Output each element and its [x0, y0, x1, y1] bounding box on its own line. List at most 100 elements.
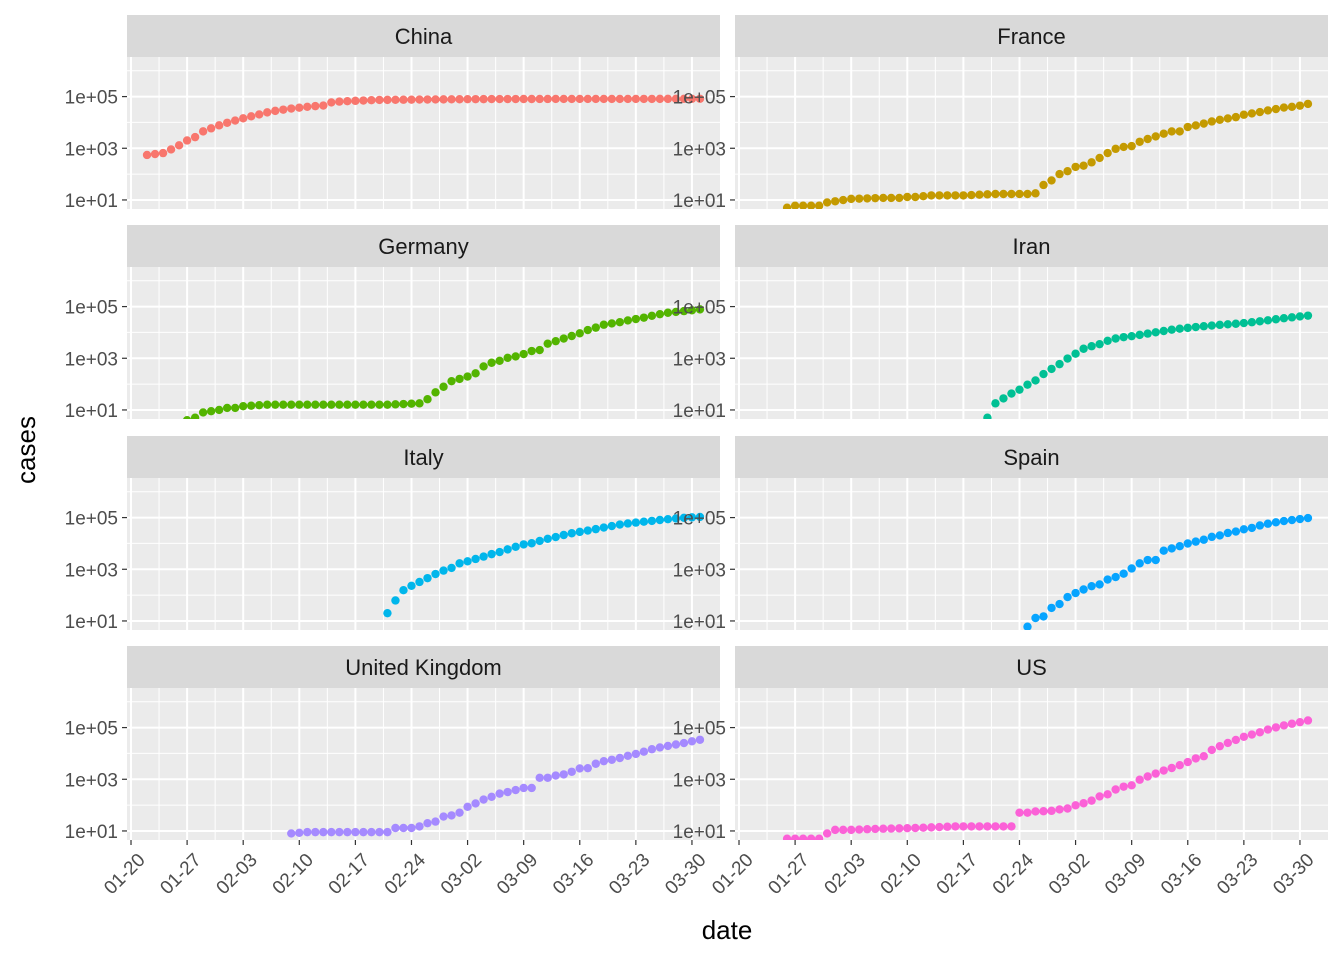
data-point [903, 192, 912, 202]
data-point [1231, 527, 1241, 536]
y-tick-label: 1e+01 [65, 612, 118, 633]
data-point [1111, 144, 1120, 154]
data-point [1263, 725, 1273, 734]
data-point [271, 630, 279, 638]
data-point [1231, 319, 1241, 328]
data-point [295, 828, 304, 837]
data-point [1015, 808, 1024, 817]
data-point [503, 545, 512, 554]
x-tick-label: 03-02 [1045, 850, 1094, 899]
facet-strip-label: China [395, 24, 453, 49]
data-point [798, 834, 808, 840]
x-tick-label: 02-17 [325, 850, 374, 899]
data-point [567, 94, 576, 104]
gridlines [127, 57, 720, 209]
data-point [271, 106, 280, 116]
data-point [623, 316, 633, 325]
data-point [1087, 796, 1096, 805]
facet-strip-label: United Kingdom [345, 655, 502, 680]
data-point [1151, 132, 1160, 141]
data-point [1191, 754, 1200, 763]
data-point [1223, 738, 1233, 748]
data-point [279, 630, 287, 638]
data-point [830, 197, 840, 206]
data-point [1151, 769, 1160, 778]
data-point [935, 191, 944, 200]
data-point [1127, 331, 1136, 341]
data-point [935, 822, 944, 832]
data-point [303, 102, 312, 112]
data-point [279, 400, 288, 409]
data-point [391, 95, 400, 105]
data-point [782, 834, 792, 840]
gridlines [127, 267, 720, 419]
data-point [671, 307, 681, 317]
data-point [1103, 790, 1112, 799]
data-point [375, 400, 384, 409]
data-point [871, 193, 880, 203]
data-point [391, 596, 400, 605]
x-tick-label: 02-17 [933, 850, 982, 899]
data-point [1047, 364, 1056, 374]
series-spain [911, 513, 1313, 643]
data-point [1055, 599, 1064, 609]
data-point [1071, 588, 1080, 598]
facet-strip [127, 15, 720, 57]
series-france [782, 99, 1313, 209]
data-point [375, 630, 383, 638]
data-point [238, 401, 248, 411]
data-point [319, 630, 327, 638]
data-point [1055, 169, 1064, 179]
data-point [679, 94, 689, 104]
data-point [1079, 344, 1088, 353]
data-point [367, 630, 375, 638]
data-point [919, 192, 928, 201]
x-tick-label: 02-24 [381, 849, 431, 899]
y-tick-label: 1e+03 [673, 349, 726, 370]
data-point [655, 743, 665, 752]
data-point [887, 824, 896, 833]
facet-strip-label: Italy [403, 445, 443, 470]
gridlines [735, 57, 1328, 209]
facet-strip-label: France [997, 24, 1065, 49]
y-tick-label: 1e+03 [65, 770, 118, 791]
data-point [623, 94, 633, 104]
data-point [311, 101, 320, 111]
data-point [591, 94, 600, 104]
y-tick-label: 1e+01 [65, 401, 118, 422]
data-point [1271, 315, 1281, 324]
data-point [1143, 329, 1152, 338]
data-point [1159, 326, 1168, 336]
data-point [591, 524, 600, 534]
data-point [911, 192, 920, 202]
data-point [263, 400, 272, 409]
facet-italy: Italy 1e+01 1e+03 1e+05 [65, 436, 720, 638]
data-point [822, 829, 832, 838]
data-point [911, 635, 919, 643]
data-point [1199, 322, 1208, 331]
data-point [1023, 808, 1032, 817]
data-point [1167, 127, 1176, 136]
data-point [559, 770, 568, 779]
data-point [607, 94, 617, 104]
data-point [487, 358, 496, 367]
facet-strip [127, 436, 720, 478]
data-point [487, 94, 496, 104]
facet-us: US 1e+01 1e+03 1e+05 [673, 646, 1328, 843]
data-point [1119, 782, 1128, 791]
data-point [351, 96, 360, 106]
data-point [1215, 531, 1225, 540]
data-point [1151, 555, 1160, 565]
data-point [983, 822, 992, 831]
y-tick-label: 1e+05 [65, 719, 118, 740]
data-point [151, 860, 159, 868]
data-point [1047, 176, 1056, 185]
data-point [1119, 332, 1128, 342]
data-point [943, 191, 952, 200]
facet-spain: Spain 1e+01 1e+03 1e+05 [673, 436, 1328, 643]
data-point [575, 329, 584, 338]
data-point [639, 747, 649, 756]
data-point [663, 308, 673, 317]
data-point [439, 566, 448, 575]
data-point [983, 190, 992, 199]
